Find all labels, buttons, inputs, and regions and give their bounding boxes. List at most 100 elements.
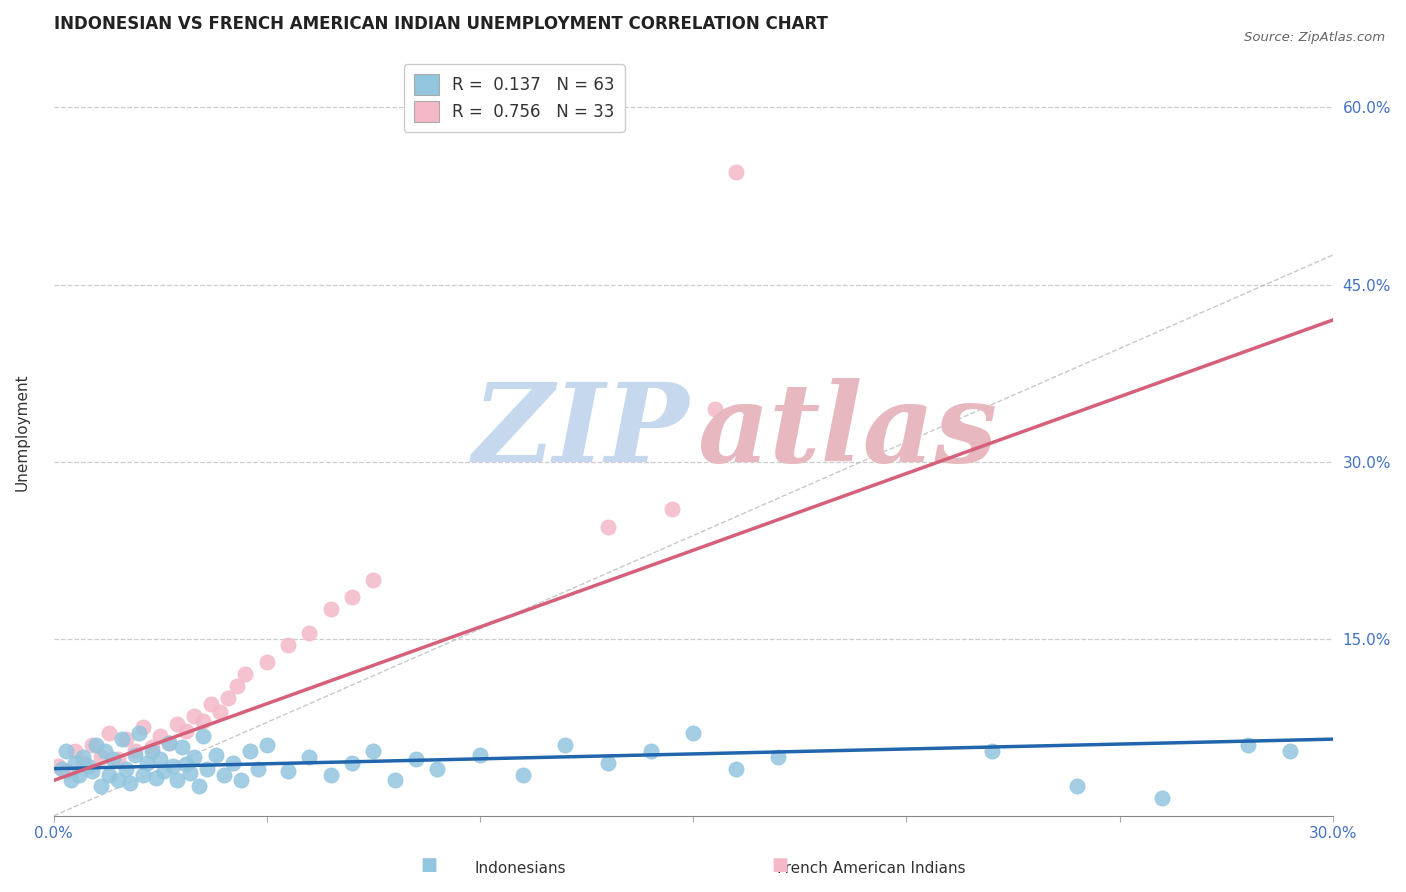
Point xyxy=(162,759,184,773)
Point xyxy=(239,744,262,758)
Point xyxy=(1152,791,1174,805)
Point xyxy=(703,401,725,416)
Text: ■: ■ xyxy=(420,856,437,874)
Point xyxy=(247,762,270,776)
Point xyxy=(63,744,86,758)
Point xyxy=(124,747,146,762)
Point xyxy=(98,726,121,740)
Point xyxy=(191,714,214,729)
Point xyxy=(468,747,491,762)
Point xyxy=(596,519,619,533)
Point xyxy=(640,744,662,758)
Point xyxy=(115,762,138,776)
Point xyxy=(195,762,218,776)
Point xyxy=(145,771,167,785)
Point xyxy=(319,767,342,781)
Point xyxy=(111,732,134,747)
Point xyxy=(217,690,239,705)
Point xyxy=(174,723,197,738)
Point xyxy=(682,726,704,740)
Point xyxy=(89,780,111,794)
Point xyxy=(59,773,82,788)
Point xyxy=(80,738,103,752)
Point xyxy=(157,736,180,750)
Point xyxy=(256,738,278,752)
Point xyxy=(46,759,69,773)
Point xyxy=(204,747,226,762)
Point xyxy=(89,750,111,764)
Point xyxy=(191,729,214,743)
Point xyxy=(363,573,385,587)
Point xyxy=(183,750,205,764)
Point xyxy=(340,756,363,770)
Point xyxy=(170,740,193,755)
Point xyxy=(1066,780,1088,794)
Point xyxy=(67,767,90,781)
Point xyxy=(183,708,205,723)
Point xyxy=(298,750,321,764)
Point xyxy=(340,591,363,605)
Text: Source: ZipAtlas.com: Source: ZipAtlas.com xyxy=(1244,31,1385,45)
Point xyxy=(149,729,172,743)
Point xyxy=(179,766,201,780)
Point xyxy=(200,697,222,711)
Text: ZIP: ZIP xyxy=(472,378,689,486)
Point xyxy=(98,767,121,781)
Point xyxy=(174,756,197,771)
Point xyxy=(724,762,747,776)
Point xyxy=(157,736,180,750)
Point xyxy=(363,744,385,758)
Point xyxy=(107,752,129,766)
Point xyxy=(222,756,245,770)
Point xyxy=(277,638,299,652)
Point xyxy=(76,759,98,773)
Point xyxy=(319,602,342,616)
Point xyxy=(212,767,235,781)
Point xyxy=(554,738,576,752)
Text: INDONESIAN VS FRENCH AMERICAN INDIAN UNEMPLOYMENT CORRELATION CHART: INDONESIAN VS FRENCH AMERICAN INDIAN UNE… xyxy=(53,15,828,33)
Point xyxy=(277,764,299,778)
Point xyxy=(512,767,534,781)
Point xyxy=(136,756,159,770)
Text: ■: ■ xyxy=(772,856,789,874)
Point xyxy=(208,705,231,719)
Point xyxy=(980,744,1002,758)
Point xyxy=(235,667,257,681)
Point xyxy=(1236,738,1258,752)
Point xyxy=(166,773,188,788)
Legend: R =  0.137   N = 63, R =  0.756   N = 33: R = 0.137 N = 63, R = 0.756 N = 33 xyxy=(404,64,624,132)
Point xyxy=(55,744,77,758)
Text: Indonesians: Indonesians xyxy=(474,861,567,876)
Point xyxy=(231,773,253,788)
Point xyxy=(141,740,163,755)
Point xyxy=(661,502,683,516)
Point xyxy=(63,756,86,770)
Point xyxy=(72,756,94,770)
Point xyxy=(120,776,142,790)
Point xyxy=(405,752,427,766)
Point xyxy=(724,165,747,179)
Point xyxy=(132,720,155,734)
Point xyxy=(153,764,176,778)
Text: French American Indians: French American Indians xyxy=(778,861,966,876)
Point xyxy=(166,716,188,731)
Point xyxy=(128,726,150,740)
Point xyxy=(94,744,117,758)
Point xyxy=(768,750,790,764)
Point xyxy=(426,762,449,776)
Y-axis label: Unemployment: Unemployment xyxy=(15,374,30,491)
Point xyxy=(84,738,107,752)
Point xyxy=(298,626,321,640)
Point xyxy=(384,773,406,788)
Point xyxy=(124,744,146,758)
Point xyxy=(226,679,249,693)
Point xyxy=(141,744,163,758)
Point xyxy=(80,764,103,778)
Point xyxy=(1279,744,1302,758)
Text: atlas: atlas xyxy=(697,378,997,486)
Point xyxy=(132,767,155,781)
Point xyxy=(187,780,209,794)
Point xyxy=(51,762,73,776)
Point xyxy=(256,656,278,670)
Point xyxy=(149,752,172,766)
